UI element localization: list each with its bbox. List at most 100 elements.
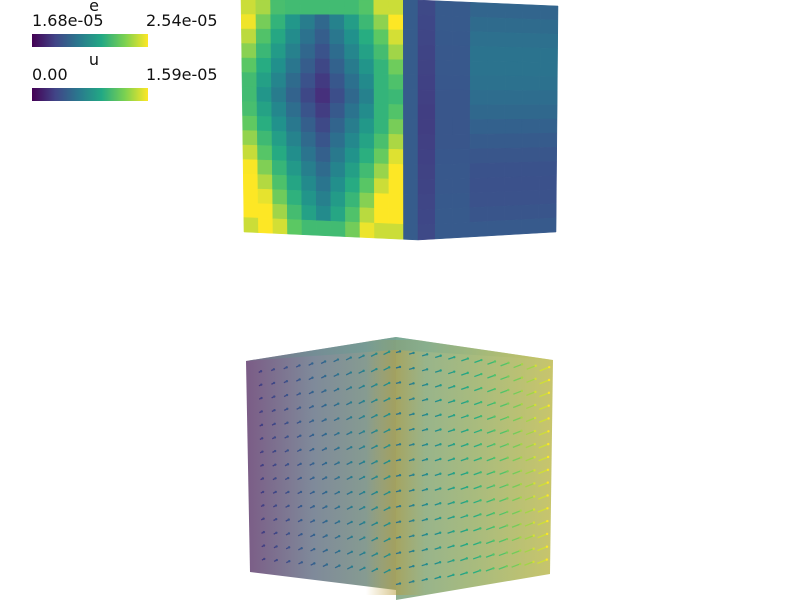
vector-glyph [524,535,535,540]
top-cube-cell [300,117,316,133]
vector-glyph-head [337,490,341,494]
vector-glyph-head [412,504,415,507]
vector-glyph-head [286,435,289,438]
vector-glyph-head [493,442,496,446]
vector-glyph-head [398,427,402,431]
vector-glyph-head [425,518,429,521]
vector-glyph-head [412,382,415,385]
top-cube-cell [373,148,390,165]
top-cube-cell [374,193,390,210]
top-cube-cell [504,205,522,221]
top-cube-cell [417,0,436,16]
top-cube-cell [435,15,454,32]
top-cube-cell [452,192,471,209]
top-cube-cell [522,4,541,20]
vector-glyph-head [546,455,550,459]
top-cube-cell [539,132,558,148]
vector-glyph [513,377,523,382]
vector-glyph-head [375,567,379,571]
top-cube-cell [417,14,436,31]
vector-glyph-head [362,506,366,509]
vector-glyph-head [493,429,496,432]
vector-glyph-head [324,476,328,479]
top-cube-cell [417,104,436,121]
vector-glyph [500,375,509,381]
vector-glyph-head [311,433,315,437]
vector-glyph [473,457,482,462]
bottom-cube-top-edge [246,337,553,361]
top-cube-cell [403,29,419,46]
top-cube-cell [487,133,506,149]
vector-glyph-head [375,414,378,417]
vector-glyph-head [479,428,483,432]
vector-glyph-head [425,458,429,461]
vector-glyph [473,471,481,476]
vector-glyph-head [425,503,429,506]
vector-glyph-head [285,379,289,383]
top-cube-cell [330,147,346,163]
vector-glyph-head [261,477,265,480]
vector-glyph [525,443,536,449]
top-cube-cell [270,58,287,74]
vector-glyph-head [452,573,455,577]
top-cube-cell [272,189,288,206]
top-cube-cell [359,133,375,150]
vector-glyph-head [274,517,278,521]
top-cube-cell [257,174,273,190]
top-cube-cell [504,118,523,135]
vector-glyph-head [272,381,276,385]
top-cube-cell [435,178,453,195]
vector-glyph-head [547,391,551,395]
top-cube-cell [358,14,375,31]
vector-glyph-head [480,386,483,390]
vector-glyph-head [274,490,277,494]
legend-u-title: u [88,50,100,69]
vector-glyph [498,565,508,570]
vector-glyph-head [506,497,509,500]
top-cube-cell [452,60,471,76]
vector-glyph-head [398,489,402,492]
bottom-cube-seam [366,340,426,595]
top-cube-cell [470,31,489,47]
top-cube-cell [540,4,559,21]
top-cube-cell [538,161,557,177]
vector-glyph-head [520,376,524,379]
top-cube-cell [504,147,523,163]
top-cube-cell [486,162,505,179]
vector-glyph-head [545,545,549,548]
top-cube-cell [504,75,523,91]
top-cube-cell [470,60,489,77]
vector-glyph-head [439,472,442,475]
top-cube-cell [271,72,287,89]
vector-glyph-head [453,355,456,359]
top-cube-cell [344,132,360,149]
top-cube-cell [286,131,302,147]
vector-glyph-head [311,419,315,422]
top-cube-cell [538,189,557,205]
top-cube-cell [487,31,506,48]
top-cube-cell [344,29,360,45]
vector-glyph-head [388,522,391,525]
top-cube-cell [344,14,360,30]
top-cube-cell [359,148,375,164]
top-cube-cell [539,90,558,106]
vector-glyph-head [493,360,497,363]
vector-glyph-head [388,553,391,556]
top-cube-cell [388,178,404,195]
vector-glyph-head [312,519,316,522]
vector-glyph-head [299,462,302,466]
vector-glyph [486,402,495,407]
vector-glyph-head [438,531,442,534]
top-cube-cell [505,3,524,20]
vector-glyph-head [533,495,536,498]
top-cube-cell [315,132,331,148]
vector-glyph-head [325,548,328,552]
vector-glyph-head [273,449,277,453]
vector-glyph-head [336,358,340,361]
vector-glyph-head [325,563,329,566]
vector-glyph-head [261,463,264,467]
top-cube-cell [330,161,346,178]
vector-glyph-head [506,483,509,487]
vector-glyph [473,443,482,448]
